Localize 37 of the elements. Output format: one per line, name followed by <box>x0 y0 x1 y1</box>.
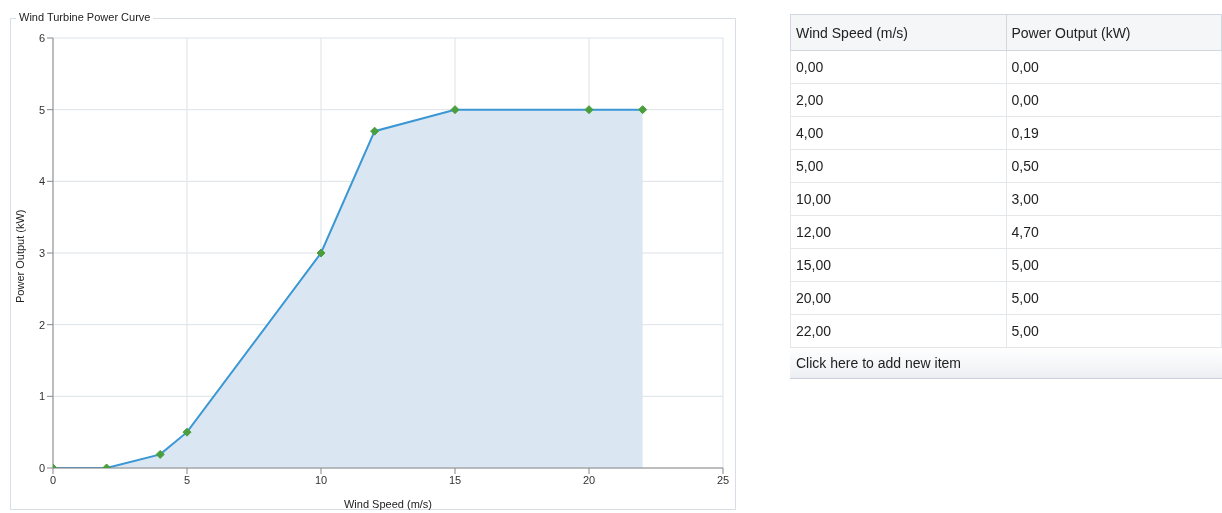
text: Wind Speed (m/s) <box>790 14 1006 51</box>
y-tick-label: 3 <box>38 246 45 259</box>
text: 5,00 <box>1006 248 1222 282</box>
text: 0,00 <box>790 50 1006 84</box>
text: 22,00 <box>790 314 1006 348</box>
x-tick-label: 25 <box>716 473 730 486</box>
y-tick-label: 1 <box>38 390 45 403</box>
x-tick-label: 15 <box>448 473 462 486</box>
text: 10,00 <box>790 182 1006 216</box>
x-tick-label: 0 <box>49 473 57 486</box>
text: 5,00 <box>1006 314 1222 348</box>
text: Power Output (kW) <box>1006 14 1222 51</box>
chart-title: Wind Turbine Power Curve <box>16 11 154 23</box>
y-tick-label: 5 <box>38 103 45 116</box>
text: 0,00 <box>1006 50 1222 84</box>
y-tick-label: 2 <box>38 318 45 331</box>
text: 15,00 <box>790 248 1006 282</box>
text: 5,00 <box>1006 281 1222 315</box>
text: 12,00 <box>790 215 1006 249</box>
y-tick-label: 4 <box>38 175 45 188</box>
text: 4,00 <box>790 116 1006 150</box>
x-axis-title: Wind Speed (m/s) <box>343 498 433 510</box>
text: 2,00 <box>790 83 1006 117</box>
y-axis-title: Power Output (kW) <box>13 209 26 303</box>
text: 0,00 <box>1006 83 1222 117</box>
x-tick-label: 20 <box>582 473 596 486</box>
y-tick-label: 0 <box>38 461 45 474</box>
text: 5,00 <box>790 149 1006 183</box>
x-tick-label: 5 <box>183 473 191 486</box>
text: 0,19 <box>1006 116 1222 150</box>
text: Click here to add new item <box>790 348 1222 379</box>
text: 3,00 <box>1006 182 1222 216</box>
text: 20,00 <box>790 281 1006 315</box>
y-tick-label: 6 <box>38 31 45 44</box>
text: 0,50 <box>1006 149 1222 183</box>
text: 4,70 <box>1006 215 1222 249</box>
x-tick-label: 10 <box>314 473 328 486</box>
